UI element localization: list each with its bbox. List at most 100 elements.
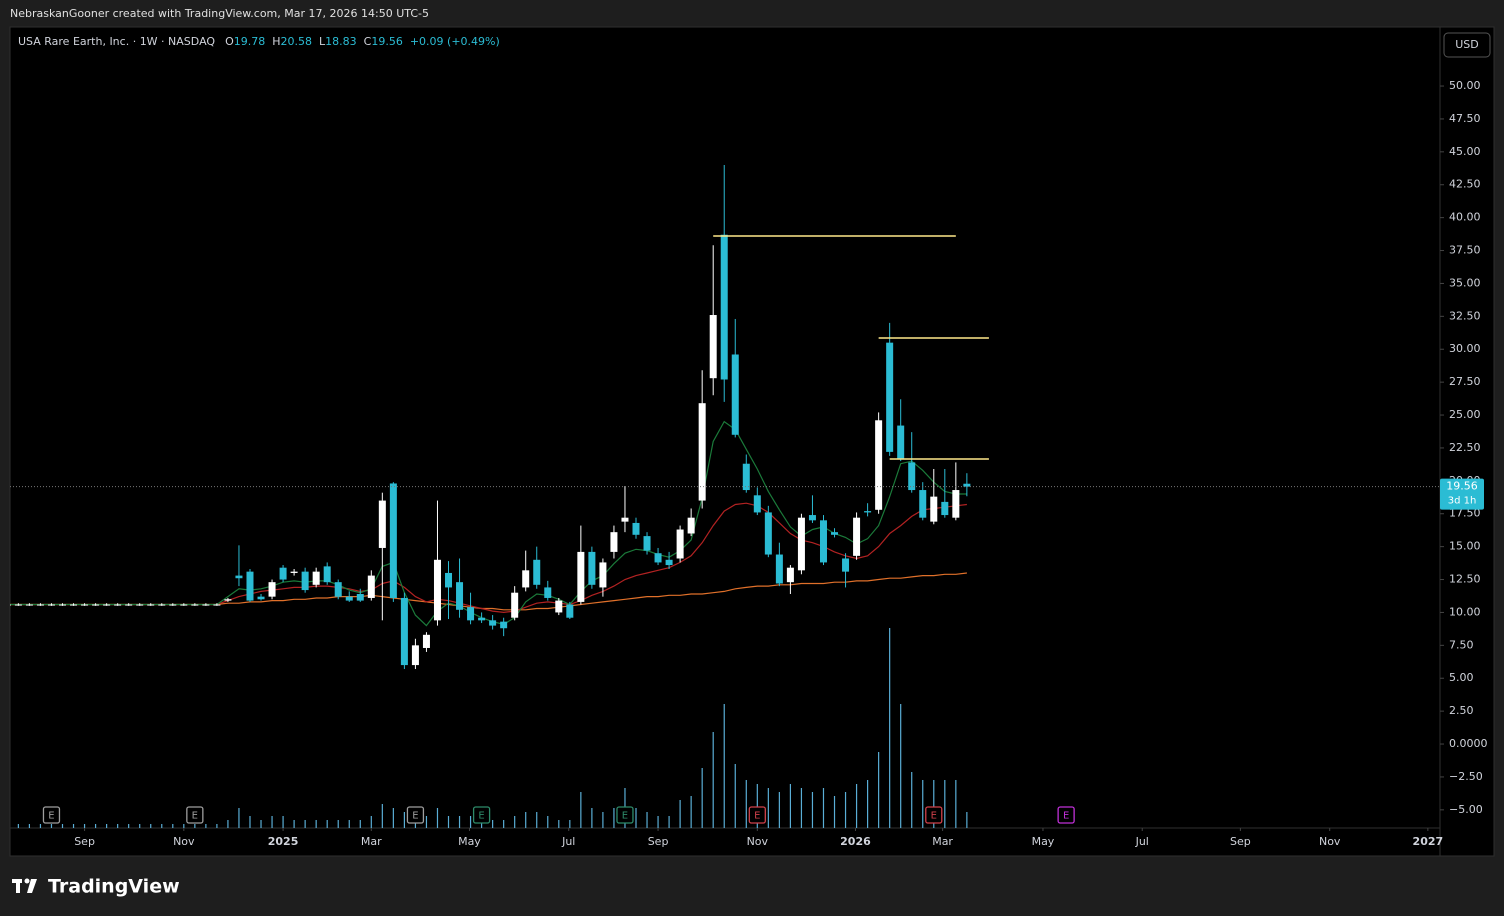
legend-field-value: 19.56: [371, 35, 403, 48]
candle-body: [687, 517, 695, 534]
y-tick-label: 40.00: [1449, 211, 1481, 224]
candle-body: [367, 575, 375, 598]
candle-body: [290, 571, 298, 573]
candle-body: [103, 604, 111, 606]
candle-body: [456, 582, 464, 610]
y-tick-label: 42.50: [1449, 178, 1481, 191]
candle-body: [941, 501, 949, 516]
candle-body: [864, 511, 872, 513]
candle-body: [411, 645, 419, 666]
candle-body: [897, 425, 905, 459]
candle-body: [709, 315, 717, 379]
logo-part: [16, 879, 20, 893]
event-label: E: [48, 811, 54, 822]
event-label: E: [478, 811, 484, 822]
x-tick-label: 2026: [840, 835, 871, 848]
candle-body: [279, 567, 287, 580]
candle-body: [301, 571, 309, 591]
candle-body: [235, 575, 243, 579]
candle-body: [58, 604, 66, 606]
event-marker: [406, 806, 425, 824]
logo-part: [27, 879, 37, 893]
candle-body: [70, 604, 78, 606]
currency[interactable]: USD: [1455, 38, 1479, 51]
chart-panel: [9, 26, 1495, 857]
y-tick-label: 35.00: [1449, 276, 1481, 289]
legend-field-value: 19.78: [234, 35, 266, 48]
brand-logo: [12, 878, 37, 893]
candle-body: [621, 517, 629, 522]
candle-body: [257, 596, 265, 600]
x-tick-label: Sep: [648, 835, 669, 848]
candle-body: [786, 567, 794, 583]
legend-field-label: C: [364, 35, 372, 48]
candle-body: [36, 604, 44, 606]
candle-body: [842, 558, 850, 572]
candle-body: [875, 420, 883, 510]
candle-body: [665, 559, 673, 566]
y-tick-label: 25.00: [1449, 408, 1481, 421]
candle-body: [389, 483, 397, 598]
x-tick-label: Jul: [1135, 835, 1149, 848]
candle-body: [742, 463, 750, 491]
candle-body: [433, 559, 441, 621]
candle-body: [158, 604, 166, 606]
event-marker: [1057, 806, 1075, 824]
y-tick-label: 2.50: [1449, 704, 1474, 717]
y-tick-label: −2.50: [1449, 770, 1483, 783]
event-marker: [748, 806, 766, 824]
y-tick-label: 37.50: [1449, 244, 1481, 257]
candle-body: [610, 532, 618, 552]
y-tick-label: 30.00: [1449, 342, 1481, 355]
candle-body: [114, 604, 122, 606]
candle-body: [698, 403, 706, 501]
event-label: E: [412, 811, 418, 822]
candle-body: [202, 604, 210, 606]
legend-change: +0.09 (+0.49%): [410, 35, 500, 48]
event-label: E: [192, 811, 198, 822]
candle-body: [676, 529, 684, 559]
candle-body: [180, 604, 188, 606]
candle-body: [92, 604, 100, 606]
x-tick-label: Nov: [1319, 835, 1341, 848]
event-label: E: [622, 811, 628, 822]
candle-body: [445, 572, 453, 588]
candle-body: [356, 594, 364, 601]
event-marker: [186, 806, 204, 824]
candle-body: [136, 604, 144, 606]
candle-body: [345, 596, 353, 601]
event-label: E: [1063, 811, 1069, 822]
x-tick-label: 2027: [1413, 835, 1444, 848]
y-tick-label: 12.50: [1449, 573, 1481, 586]
candle-body: [533, 559, 541, 585]
candle-body: [25, 604, 33, 606]
x-tick-label: May: [458, 835, 481, 848]
candle-body: [467, 607, 475, 621]
y-tick-label: 47.50: [1449, 112, 1481, 125]
x-tick-label: May: [1032, 835, 1055, 848]
x-tick-label: Nov: [173, 835, 195, 848]
candle-body: [963, 483, 971, 487]
candle-body: [544, 587, 552, 598]
candle-body: [323, 566, 331, 583]
event-marker: [472, 806, 491, 824]
y-tick-label: 22.50: [1449, 441, 1481, 454]
candle-body: [886, 342, 894, 452]
legend-field-value: 18.83: [325, 35, 357, 48]
legend-field-label: O: [225, 35, 234, 48]
x-tick-label: Mar: [361, 835, 382, 848]
currency-button[interactable]: [1443, 32, 1491, 58]
candle-body: [819, 520, 827, 563]
last-price-label: 19.56: [1446, 480, 1478, 493]
candle-body: [930, 496, 938, 522]
candle-body: [10, 604, 11, 606]
plot: [10, 164, 989, 828]
logo-part: [24, 878, 30, 884]
candle-body: [654, 553, 662, 563]
legend: USA Rare Earth, Inc. · 1W · NASDAQ O19.78…: [18, 35, 500, 48]
x-tick-label: Nov: [747, 835, 769, 848]
event-label: E: [754, 811, 760, 822]
candle-body: [599, 562, 607, 588]
candle-body: [831, 532, 839, 535]
